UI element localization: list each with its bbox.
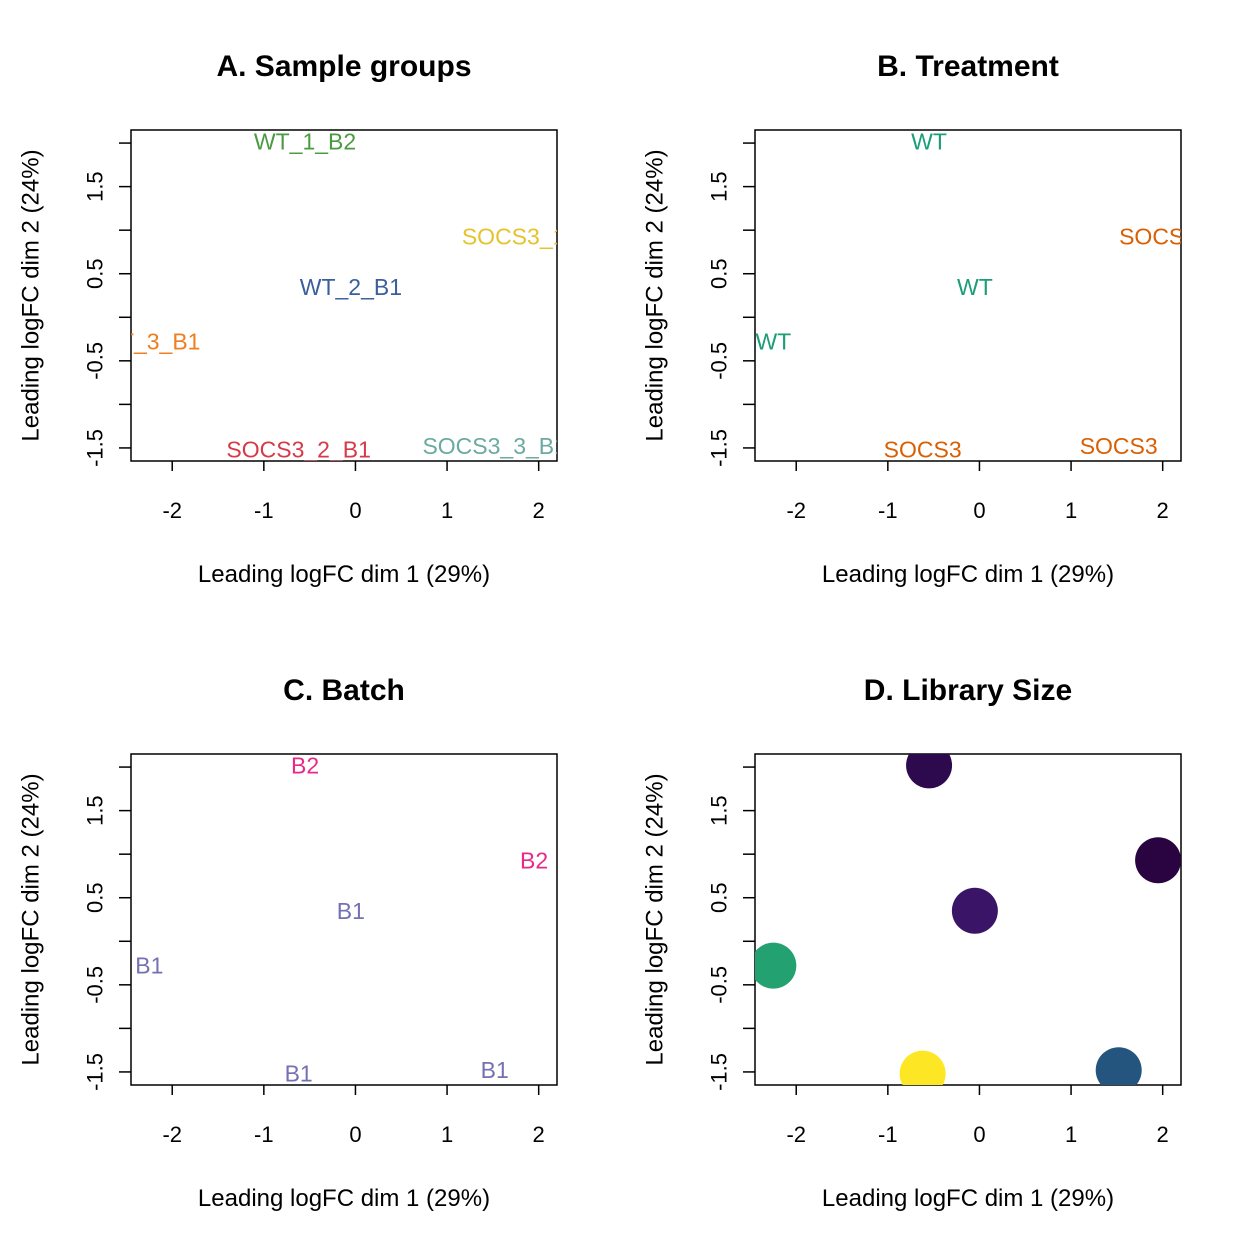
y-tick-label: -1.5	[707, 429, 732, 467]
y-tick-label: -0.5	[83, 342, 108, 380]
chart-title: A. Sample groups	[216, 50, 471, 83]
data-marks: WT SOCS3 WT WT SOCS3 SOCS3	[755, 128, 1197, 463]
x-axis-label: Leading logFC dim 1 (29%)	[822, 561, 1114, 588]
x-tick-label: 1	[1065, 498, 1077, 523]
point-label: SOCS3	[1080, 433, 1158, 459]
point-label: B1	[337, 898, 365, 924]
plot-frame	[130, 129, 558, 462]
x-tick-label: -2	[162, 498, 182, 523]
data-point	[906, 754, 953, 789]
y-tick-label: 0.5	[707, 882, 732, 913]
point-label: WT	[755, 329, 791, 355]
chart-title: C. Batch	[283, 674, 405, 707]
x-tick-label: 2	[1157, 1122, 1169, 1147]
data-marks: B2 B2 B1 B1 B1 B1	[135, 752, 548, 1087]
y-axis-label: Leading logFC dim 2 (24%)	[642, 773, 669, 1065]
x-tick-label: 0	[973, 498, 985, 523]
y-axis-label: Leading logFC dim 2 (24%)	[18, 773, 45, 1065]
y-tick-label: -0.5	[707, 342, 732, 380]
point-label: SOCS3_1_B2	[462, 223, 606, 249]
panel-1: A. Sample groups -2 -1 0 1 2 -1.5 -0.5 0.5 1.5 Lea…	[18, 50, 606, 588]
y-tick-label: -0.5	[707, 966, 732, 1004]
x-tick-label: 0	[349, 1122, 361, 1147]
data-point	[1135, 837, 1181, 884]
x-tick-label: -1	[878, 1122, 898, 1147]
point-label: SOCS3_2_B1	[226, 437, 370, 463]
x-tick-label: -2	[786, 498, 806, 523]
point-label: WT_2_B1	[300, 274, 402, 300]
point-label: SOCS3_3_B1	[422, 433, 566, 459]
x-tick-label: 2	[1157, 498, 1169, 523]
point-label: WT_1_B2	[254, 128, 356, 154]
point-label: B1	[135, 953, 163, 979]
point-label: B2	[291, 752, 319, 778]
y-tick-label: 1.5	[83, 795, 108, 826]
data-point	[755, 942, 797, 989]
data-marks	[755, 754, 1181, 1085]
point-label: SOCS3	[884, 437, 962, 463]
point-label: B1	[285, 1061, 313, 1087]
y-tick-label: -1.5	[707, 1053, 732, 1091]
y-tick-label: -1.5	[83, 429, 108, 467]
panel-4: D. Library Size -2 -1 0 1 2 -1.5 -0.5 0.5 1.5 Lead…	[642, 674, 1182, 1212]
chart-title: B. Treatment	[877, 50, 1059, 83]
x-tick-label: -2	[162, 1122, 182, 1147]
data-point	[951, 887, 998, 934]
x-tick-label: -1	[878, 498, 898, 523]
x-tick-label: -1	[254, 498, 274, 523]
x-tick-label: 0	[973, 1122, 985, 1147]
plot-frame	[130, 753, 558, 1086]
point-label: SOCS3	[1119, 223, 1197, 249]
y-axis-label: Leading logFC dim 2 (24%)	[642, 149, 669, 441]
x-tick-label: 1	[1065, 1122, 1077, 1147]
y-tick-label: 1.5	[83, 171, 108, 202]
y-tick-label: -0.5	[83, 966, 108, 1004]
point-label: B2	[520, 847, 548, 873]
point-label: WT	[911, 128, 947, 154]
y-axis-label: Leading logFC dim 2 (24%)	[18, 149, 45, 441]
point-label: WT	[957, 274, 993, 300]
y-tick-label: 0.5	[83, 882, 108, 913]
data-marks: WT_1_B2 SOCS3_1_B2 WT_2_B1 WT_3_B1 SOCS3_2_B…	[98, 128, 606, 463]
x-axis-label: Leading logFC dim 1 (29%)	[822, 1185, 1114, 1212]
x-tick-label: 2	[533, 1122, 545, 1147]
data-point	[899, 1050, 946, 1085]
x-axis-label: Leading logFC dim 1 (29%)	[198, 1185, 490, 1212]
y-tick-label: 1.5	[707, 171, 732, 202]
data-point	[1095, 1047, 1142, 1085]
x-axis-label: Leading logFC dim 1 (29%)	[198, 561, 490, 588]
y-tick-label: -1.5	[83, 1053, 108, 1091]
x-tick-label: 2	[533, 498, 545, 523]
plot-frame	[754, 753, 1182, 1086]
point-label: WT_3_B1	[98, 329, 200, 355]
x-tick-label: 1	[441, 498, 453, 523]
y-tick-label: 0.5	[707, 258, 732, 289]
x-tick-label: 0	[349, 498, 361, 523]
x-tick-label: 1	[441, 1122, 453, 1147]
y-tick-label: 1.5	[707, 795, 732, 826]
panel-2: B. Treatment -2 -1 0 1 2 -1.5 -0.5 0.5 1.5 Leading…	[642, 50, 1197, 588]
panel-3: C. Batch -2 -1 0 1 2 -1.5 -0.5 0.5 1.5 Leading log…	[18, 674, 558, 1212]
x-tick-label: -2	[786, 1122, 806, 1147]
plot-frame	[754, 129, 1182, 462]
x-tick-label: -1	[254, 1122, 274, 1147]
chart-title: D. Library Size	[864, 674, 1072, 707]
point-label: B1	[481, 1057, 509, 1083]
y-tick-label: 0.5	[83, 258, 108, 289]
